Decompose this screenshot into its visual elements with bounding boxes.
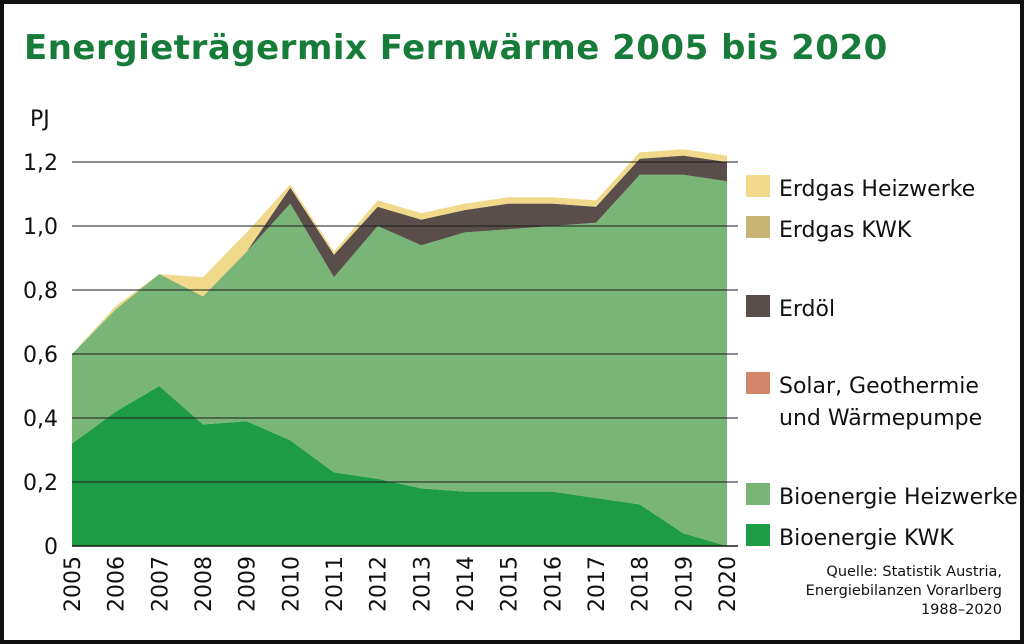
x-tick-label: 2015 [498,556,523,612]
legend-label: Bioenergie Heizwerke [779,485,1018,510]
x-tick-label: 2011 [323,556,348,612]
y-tick-layer: 0 0,2 0,4 0,6 0,8 1,0 1,2 [23,151,58,560]
x-tick-label: 2016 [541,556,566,612]
legend-label: Erdgas Heizwerke [779,177,975,202]
area-erdöl [72,155,727,354]
chart-title: Energieträgermix Fernwärme 2005 bis 2020 [24,28,888,68]
source-line: Quelle: Statistik Austria, [826,564,1002,580]
x-tick-label: 2005 [61,556,86,612]
source-line: 1988–2020 [920,602,1002,618]
legend-label: Erdöl [779,297,835,322]
source-note: Quelle: Statistik Austria, Energiebilanz… [806,563,1002,620]
y-tick-label: 0 [44,535,58,560]
legend-swatch [746,372,770,394]
legend-label: Erdgas KWK [779,218,912,243]
legend-swatch [746,483,770,505]
legend-label: Solar, Geothermie [779,374,979,399]
legend-swatch [746,175,770,197]
legend-swatch [746,295,770,317]
legend-swatch [746,524,770,546]
x-tick-label: 2019 [672,556,697,612]
x-tick-layer: 2005 2006 2007 2008 2009 2010 2011 2012 2013 2014… [61,556,741,612]
y-tick-label: 0,4 [23,407,58,432]
x-tick-label: 2007 [148,556,173,612]
x-tick-label: 2012 [367,556,392,612]
area-bioenergie-heizwerke [72,174,727,547]
x-tick-label: 2010 [279,556,304,612]
x-tick-label: 2009 [236,556,261,612]
legend-label: und Wärmepumpe [779,406,982,431]
legend: Erdgas Heizwerke Erdgas KWK Erdöl Solar, Ge… [746,175,1018,551]
area-erdgas-heizwerke [72,149,727,354]
x-tick-label: 2008 [192,556,217,612]
legend-label: Bioenergie KWK [779,526,954,551]
y-tick-label: 1,2 [23,151,58,176]
y-tick-label: 0,6 [23,343,58,368]
x-tick-label: 2006 [105,556,130,612]
legend-swatch [746,216,770,238]
y-tick-label: 1,0 [23,215,58,240]
x-tick-label: 2013 [410,556,435,612]
x-tick-label: 2020 [716,556,741,612]
y-axis-label: PJ [30,107,50,132]
source-line: Energiebilanzen Vorarlberg [805,583,1002,599]
x-tick-label: 2014 [454,556,479,612]
x-tick-label: 2017 [585,556,610,612]
y-tick-label: 0,8 [23,279,58,304]
gridline-layer [72,161,738,547]
x-tick-label: 2018 [629,556,654,612]
y-tick-label: 0,2 [23,471,58,496]
area-bioenergie-kwk [72,386,727,546]
area-layer [72,149,727,547]
